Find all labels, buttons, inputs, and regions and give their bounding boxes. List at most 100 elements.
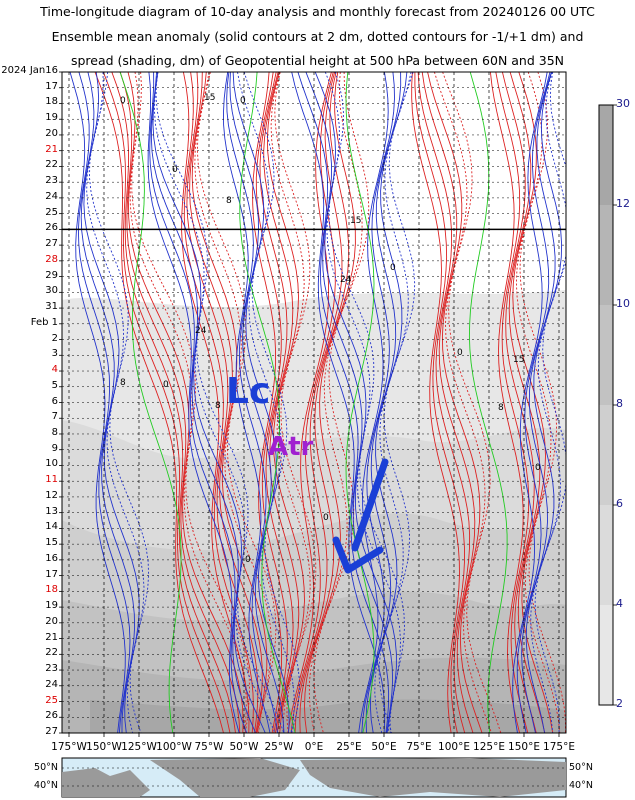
contour-label: 0 xyxy=(323,513,329,523)
y-tick-label: 21 xyxy=(45,631,58,643)
positive-anomaly-contour xyxy=(189,72,263,733)
contour-label: 0 xyxy=(457,348,463,358)
y-tick-label: 22 xyxy=(45,159,58,171)
y-tick-label: 17 xyxy=(45,568,58,580)
colorbar-label: 2 xyxy=(616,697,623,710)
map-lat-label-right: 50°N xyxy=(569,762,593,773)
y-tick-label: 30 xyxy=(45,285,58,297)
y-tick-label: 21 xyxy=(45,143,58,155)
y-tick-label: 14 xyxy=(45,521,58,533)
contour-label: 0 xyxy=(535,463,541,473)
y-tick-label: 19 xyxy=(45,600,58,612)
y-tick-label: 2 xyxy=(51,332,58,344)
colorbar-label: 30 xyxy=(616,97,630,110)
x-tick-label: 175°W xyxy=(51,741,87,753)
y-tick-label: 10 xyxy=(45,458,58,470)
chart-title-line-2: Ensemble mean anomaly (solid contours at… xyxy=(51,29,584,44)
positive-anomaly-contour xyxy=(515,72,561,733)
annotation-label: Lc xyxy=(226,371,270,412)
y-tick-label: 27 xyxy=(45,238,58,250)
y-tick-label: 6 xyxy=(51,395,58,407)
zero-anomaly-contour xyxy=(119,72,182,733)
negative-anomaly-contour xyxy=(243,72,300,733)
contour-label: 8 xyxy=(120,378,126,388)
y-tick-label: 3 xyxy=(51,348,58,360)
y-tick-label: 22 xyxy=(45,647,58,659)
x-tick-label: 25°W xyxy=(264,741,294,753)
x-tick-label: 50°W xyxy=(229,741,259,753)
positive-anomaly-contour xyxy=(313,72,370,733)
x-tick-label: 25°E xyxy=(336,741,362,753)
x-tick-label: 50°E xyxy=(371,741,397,753)
negative-anomaly-contour xyxy=(80,72,136,733)
contour-label: 0 xyxy=(120,96,126,106)
y-tick-label: 17 xyxy=(45,80,58,92)
negative-anomaly-contour xyxy=(521,72,556,733)
x-tick-label: 175°E xyxy=(543,741,575,753)
contour-label: 15 xyxy=(204,93,215,103)
y-tick-label: 11 xyxy=(45,474,58,486)
y-tick-label: 2024 Jan16 xyxy=(1,65,58,76)
y-tick-label: 27 xyxy=(45,726,58,737)
colorbar-segment xyxy=(599,405,613,505)
contour-label: 24 xyxy=(195,326,207,336)
negative-anomaly-contour xyxy=(152,72,266,733)
contour-label: 0 xyxy=(390,263,396,273)
x-tick-label: 100°E xyxy=(438,741,470,753)
spread-shade-12 xyxy=(90,699,566,733)
positive-anomaly-contour xyxy=(421,72,476,733)
y-tick-label: 28 xyxy=(45,253,58,265)
positive-anomaly-contour xyxy=(411,72,460,733)
contour-label: 15 xyxy=(513,355,524,365)
x-tick-label: 0°E xyxy=(304,741,324,753)
y-tick-label: 16 xyxy=(45,552,58,564)
colorbar-label: 10 xyxy=(616,297,630,310)
chart-title-line-1: Time-longitude diagram of 10-day analysi… xyxy=(40,4,595,19)
contour-label: 8 xyxy=(215,401,221,411)
y-tick-label: 23 xyxy=(45,663,58,675)
contour-label: 0 xyxy=(240,96,246,106)
y-tick-label: 5 xyxy=(51,379,58,391)
y-tick-label: 20 xyxy=(45,615,58,627)
x-tick-label: 125°E xyxy=(473,741,505,753)
negative-anomaly-contour xyxy=(86,72,145,733)
contour-label: 24 xyxy=(340,275,352,285)
contour-label: 8 xyxy=(226,196,232,206)
y-tick-label: 24 xyxy=(45,190,58,202)
map-lat-label-left: 50°N xyxy=(34,762,58,773)
x-tick-label: 75°E xyxy=(406,741,432,753)
map-landmass xyxy=(300,758,566,797)
y-tick-label: 15 xyxy=(45,537,58,549)
colorbar-segment xyxy=(599,505,613,605)
contour-label: 0 xyxy=(245,555,251,565)
x-tick-label: 75°W xyxy=(194,741,224,753)
y-tick-label: 26 xyxy=(45,222,58,234)
x-tick-label: 150°W xyxy=(86,741,122,753)
y-tick-label: 8 xyxy=(51,426,58,438)
y-tick-label: Feb 1 xyxy=(30,316,58,328)
colorbar-label: 12 xyxy=(616,197,630,210)
map-lat-label-left: 40°N xyxy=(34,780,58,791)
positive-anomaly-contour xyxy=(501,72,537,733)
colorbar-segment xyxy=(599,305,613,405)
y-tick-label: 24 xyxy=(45,678,58,690)
x-tick-label: 150°E xyxy=(508,741,540,753)
contour-label: 0 xyxy=(163,380,169,390)
x-tick-label: 100°W xyxy=(156,741,192,753)
colorbar-segment xyxy=(599,605,613,705)
map-landmass xyxy=(62,768,150,797)
y-tick-label: 12 xyxy=(45,489,58,501)
contour-label: 0 xyxy=(172,165,178,175)
y-tick-label: 20 xyxy=(45,127,58,139)
y-tick-label: 18 xyxy=(45,96,58,108)
colorbar-label: 4 xyxy=(616,597,623,610)
colorbar-segment xyxy=(599,105,613,205)
positive-anomaly-contour xyxy=(414,72,465,733)
y-tick-label: 29 xyxy=(45,269,58,281)
colorbar-segment xyxy=(599,205,613,305)
contour-label: 15 xyxy=(350,216,361,226)
y-tick-label: 26 xyxy=(45,710,58,722)
annotation-arrow xyxy=(332,458,389,574)
y-tick-label: 4 xyxy=(51,364,58,376)
